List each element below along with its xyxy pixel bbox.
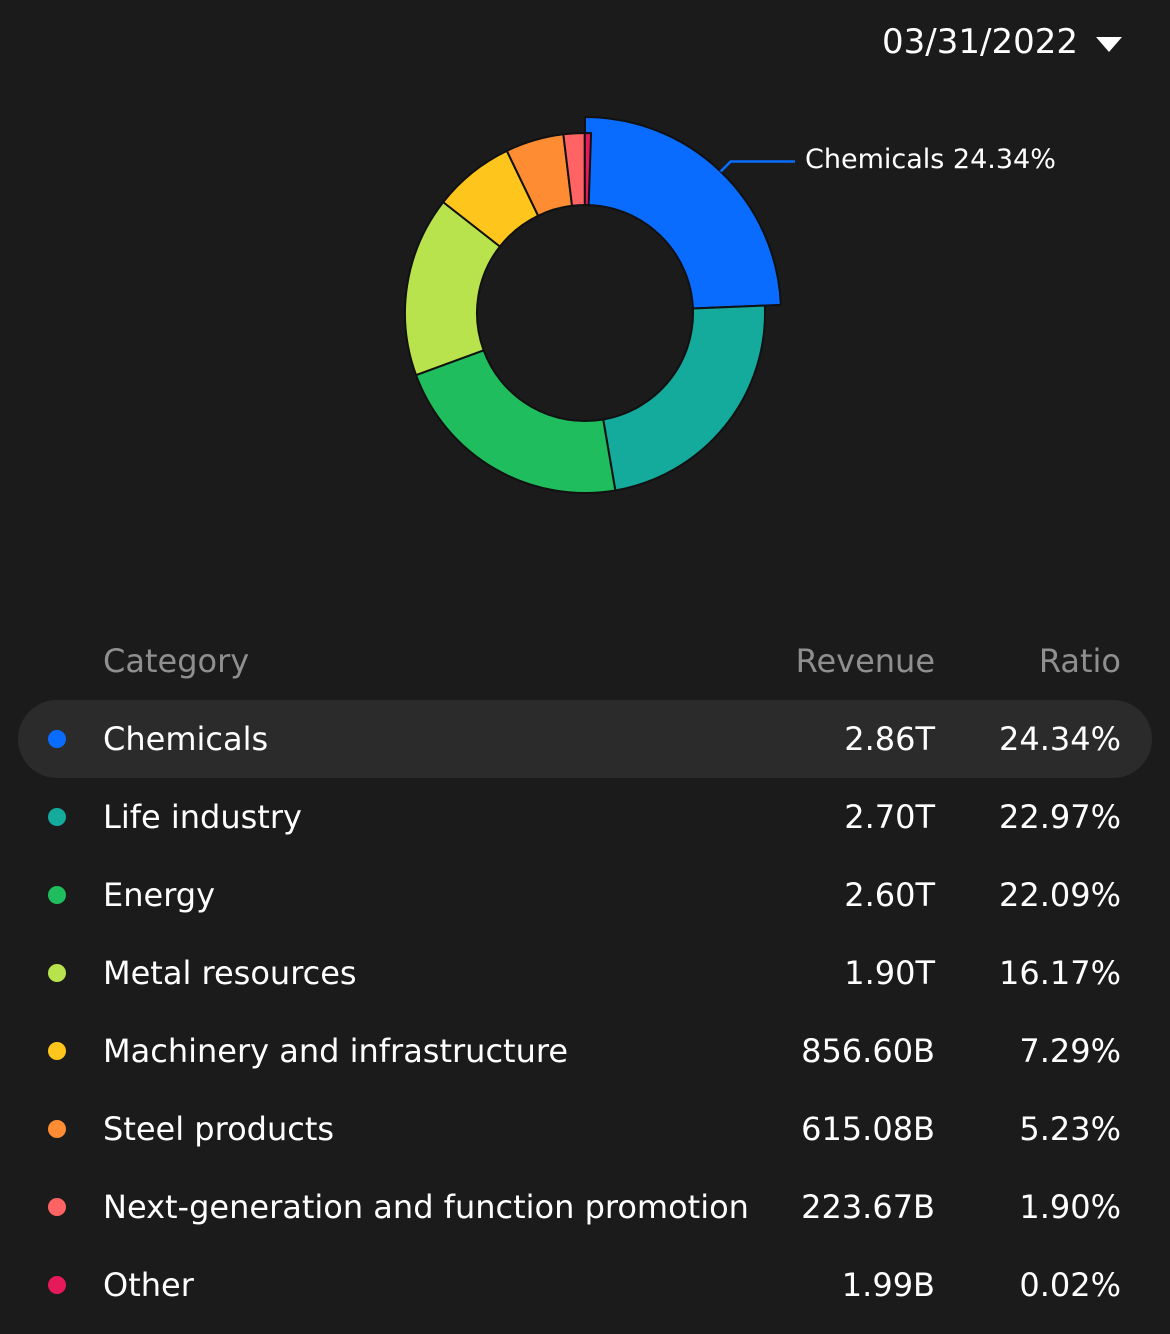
header-revenue: Revenue (795, 642, 935, 680)
row-ratio: 0.02% (1019, 1266, 1121, 1304)
callout-label: Chemicals 24.34% (805, 143, 1056, 175)
row-ratio: 7.29% (1019, 1032, 1121, 1070)
row-revenue: 2.70T (844, 798, 935, 836)
table-row[interactable]: Machinery and infrastructure 856.60B 7.29% (18, 1012, 1152, 1090)
row-ratio: 22.97% (998, 798, 1121, 836)
header-category: Category (103, 642, 250, 680)
row-category: Metal resources (103, 954, 357, 992)
header-ratio: Ratio (1038, 642, 1121, 680)
legend-dot-icon (48, 808, 66, 826)
breakdown-table: Category Revenue Ratio Chemicals 2.86T 24.… (18, 622, 1152, 1324)
table-row[interactable]: Steel products 615.08B 5.23% (18, 1090, 1152, 1168)
donut-slice[interactable] (583, 131, 593, 207)
row-revenue: 2.60T (844, 876, 935, 914)
row-ratio: 24.34% (998, 720, 1121, 758)
row-revenue: 856.60B (801, 1032, 935, 1070)
row-revenue: 1.90T (844, 954, 935, 992)
row-category: Life industry (103, 798, 302, 836)
row-category: Energy (103, 876, 216, 914)
row-category: Steel products (103, 1110, 335, 1148)
donut-chart[interactable] (0, 0, 1170, 560)
table-row[interactable]: Next-generation and function promotion 22… (18, 1168, 1152, 1246)
row-category: Machinery and infrastructure (103, 1032, 569, 1070)
row-category: Other (103, 1266, 194, 1304)
legend-dot-icon (48, 730, 66, 748)
table-row[interactable]: Energy 2.60T 22.09% (18, 856, 1152, 934)
row-revenue: 615.08B (801, 1110, 935, 1148)
table-row[interactable]: Chemicals 2.86T 24.34% (18, 700, 1152, 778)
legend-dot-icon (48, 1198, 66, 1216)
row-ratio: 22.09% (998, 876, 1121, 914)
donut-slice[interactable] (584, 115, 782, 310)
row-revenue: 223.67B (801, 1188, 935, 1226)
donut-slice[interactable] (602, 304, 766, 492)
row-ratio: 16.17% (998, 954, 1121, 992)
table-row[interactable]: Other 1.99B 0.02% (18, 1246, 1152, 1324)
date-value: 03/31/2022 (882, 22, 1078, 62)
legend-dot-icon (48, 1120, 66, 1138)
row-revenue: 1.99B (841, 1266, 935, 1304)
table-header: Category Revenue Ratio (18, 622, 1152, 700)
date-dropdown[interactable]: 03/31/2022 (882, 22, 1122, 62)
donut-slice[interactable] (414, 348, 617, 494)
table-row[interactable]: Life industry 2.70T 22.97% (18, 778, 1152, 856)
row-ratio: 5.23% (1019, 1110, 1121, 1148)
table-row[interactable]: Metal resources 1.90T 16.17% (18, 934, 1152, 1012)
legend-dot-icon (48, 1042, 66, 1060)
row-ratio: 1.90% (1019, 1188, 1121, 1226)
row-category: Chemicals (103, 720, 269, 758)
legend-dot-icon (48, 886, 66, 904)
legend-dot-icon (48, 964, 66, 982)
row-revenue: 2.86T (844, 720, 935, 758)
callout-leader-line (719, 160, 795, 173)
chevron-down-icon (1096, 36, 1122, 52)
row-category: Next-generation and function promotion (103, 1188, 749, 1226)
legend-dot-icon (48, 1276, 66, 1294)
